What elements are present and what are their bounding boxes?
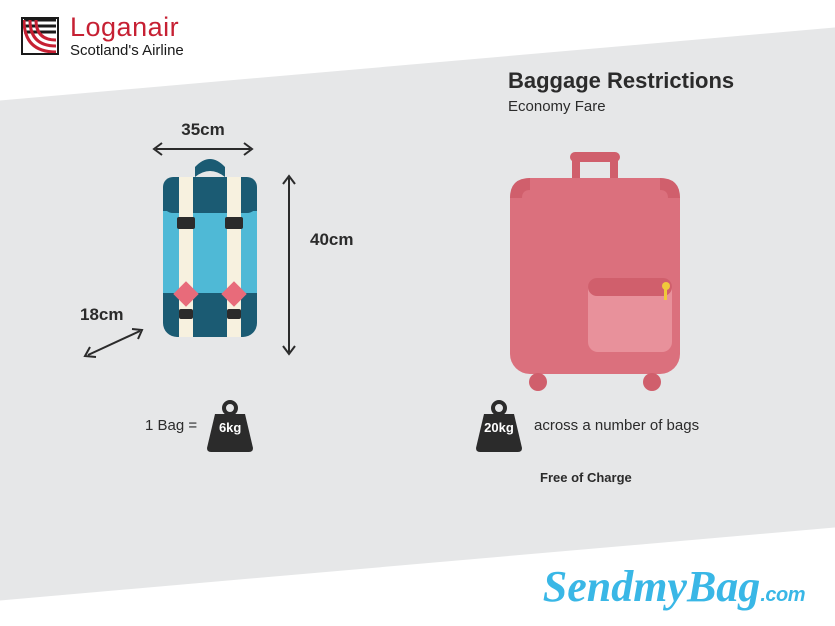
carryon-backpack-icon (155, 155, 265, 360)
brand-script: SendmyBag (543, 562, 761, 611)
depth-arrow-icon (80, 325, 150, 365)
weight-icon: 6kg (203, 398, 257, 452)
carryon-height-dimension (280, 170, 298, 360)
page-title: Baggage Restrictions (508, 68, 734, 94)
carryon-height-label: 40cm (310, 230, 353, 250)
checked-weight-row: 20kg across a number of bags (472, 398, 699, 452)
brand-suffix: .com (760, 584, 805, 606)
carryon-weight-prefix: 1 Bag = (145, 417, 197, 434)
airline-logo: Loganair Scotland's Airline (18, 14, 184, 58)
airline-name: Loganair (70, 14, 184, 41)
carryon-depth-dimension: 18cm (80, 305, 150, 370)
carryon-weight-row: 1 Bag = 6kg (145, 398, 257, 452)
checked-weight-note: across a number of bags (534, 417, 699, 434)
free-of-charge-label: Free of Charge (540, 470, 632, 485)
airline-tagline: Scotland's Airline (70, 43, 184, 58)
weight-icon: 20kg (472, 398, 526, 452)
carryon-weight-value: 6kg (219, 420, 241, 435)
carryon-depth-label: 18cm (80, 305, 150, 325)
carryon-width-label: 35cm (148, 120, 258, 140)
sendmybag-logo: SendmyBag.com (543, 561, 805, 612)
page-title-block: Baggage Restrictions Economy Fare (508, 68, 734, 115)
checked-suitcase-icon (500, 150, 690, 405)
loganair-logo-icon (18, 14, 62, 58)
height-arrow-icon (280, 170, 298, 360)
page-subtitle: Economy Fare (508, 98, 734, 115)
checked-weight-value: 20kg (484, 420, 514, 435)
